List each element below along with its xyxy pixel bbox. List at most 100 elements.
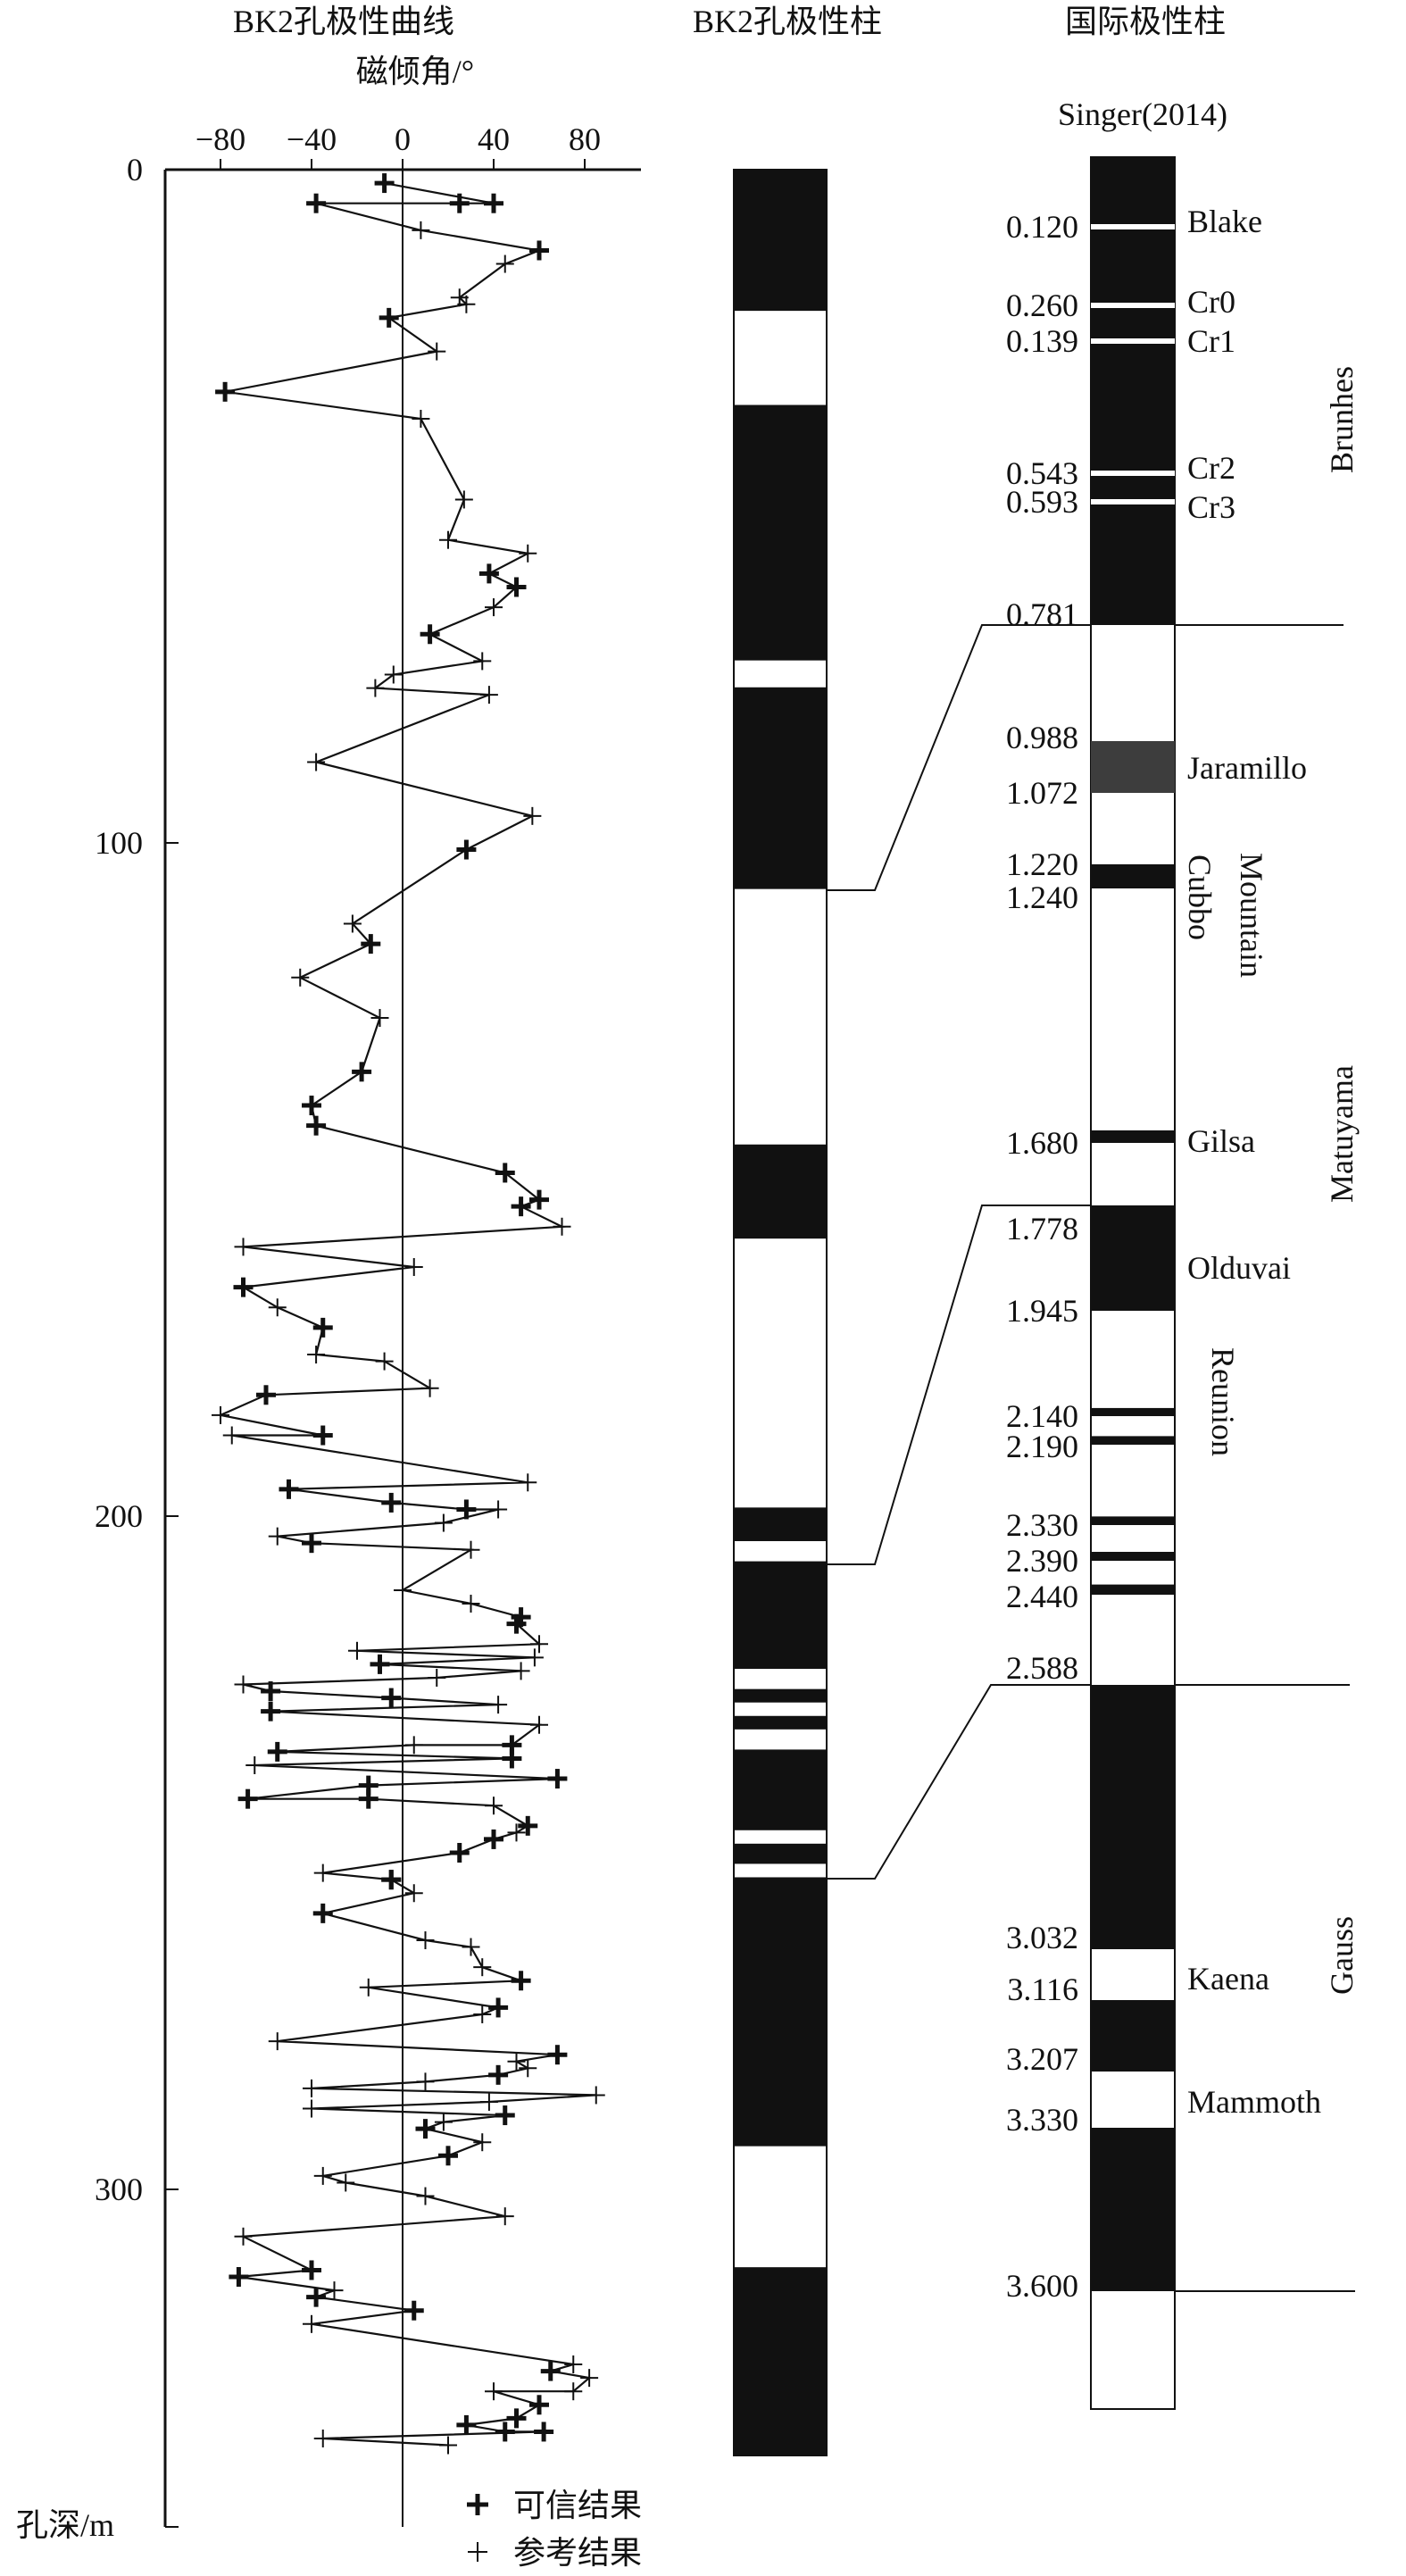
x-tick-label: 40 (478, 121, 510, 157)
reliable-marker (495, 2422, 515, 2442)
reference-marker (343, 914, 362, 933)
gpts-age-label: 1.778 (1006, 1211, 1078, 1246)
gpts-age-label: 3.116 (1007, 1972, 1078, 2007)
reference-marker (457, 295, 476, 313)
reference-marker (489, 1500, 508, 1519)
reference-marker (489, 1696, 508, 1714)
reference-marker (313, 2166, 332, 2185)
reference-marker (404, 1884, 423, 1903)
reference-marker (462, 1595, 480, 1613)
reliable-marker (302, 1533, 321, 1554)
gpts-normal-band (1091, 741, 1175, 793)
gpts-age-label: 2.390 (1006, 1543, 1078, 1579)
bk2-normal-band (734, 1715, 827, 1730)
gpts-age-label: 1.680 (1006, 1125, 1078, 1161)
reference-marker (394, 1580, 412, 1599)
curve-title: BK2孔极性曲线 (233, 4, 454, 39)
gpts-age-label: 0.139 (1006, 323, 1078, 359)
gpts-age-label: 3.032 (1006, 1920, 1078, 1955)
reference-marker (416, 2072, 435, 2091)
reference-marker (348, 1641, 366, 1660)
reference-marker (359, 1978, 378, 1997)
gpts-age-label: 1.240 (1006, 880, 1078, 915)
gpts-age-labels: 0.120 Blake 0.260 Cr0 0.139 Cr1 0.543 Cr2 0.593 C… (1006, 204, 1321, 2304)
reference-marker (485, 598, 503, 617)
reference-marker (370, 1009, 389, 1028)
reference-marker (412, 221, 430, 239)
legend-reference-label: 参考结果 (513, 2535, 642, 2571)
reference-marker (234, 1675, 253, 1694)
bk2-normal-band (734, 1749, 827, 1830)
chron-label-brunhes: Brunhes (1324, 366, 1360, 473)
gpts-age-label: 1.220 (1006, 846, 1078, 882)
reference-marker (564, 2382, 583, 2401)
gpts-event-label: Cr1 (1187, 323, 1235, 359)
correlation-line (827, 624, 1091, 891)
y-tick-group: 0 100 200 300 (95, 152, 179, 2528)
reference-marker (366, 679, 385, 697)
reliable-marker (506, 1613, 527, 1634)
reliable-marker (456, 839, 477, 860)
gpts-age-label: 0.593 (1006, 484, 1078, 520)
gpts-normal-band (1091, 1407, 1175, 1416)
reliable-marker (540, 2361, 561, 2381)
reference-marker (303, 2079, 320, 2097)
reference-marker (428, 342, 446, 361)
reference-marker (485, 2382, 503, 2401)
gpts-normal-band (1091, 1516, 1175, 1525)
reference-marker (580, 2369, 599, 2388)
subchron-label-reunion: Reunion (1205, 1347, 1241, 1456)
reference-marker (416, 2187, 435, 2205)
reliable-marker (381, 1870, 402, 1890)
reference-marker (416, 1931, 435, 1950)
reference-marker (234, 2227, 253, 2246)
bk2-normal-band (734, 1144, 827, 1239)
chron-label-gauss: Gauss (1324, 1916, 1360, 1995)
reference-marker (307, 753, 326, 771)
reference-marker (564, 2355, 583, 2374)
subchron-label-cubbo: Cubbo (1182, 854, 1218, 940)
bk2-normal-band (734, 687, 827, 889)
reference-marker (268, 1298, 287, 1317)
reliable-marker (229, 2267, 249, 2288)
gpts-age-label: 1.072 (1006, 775, 1078, 811)
reliable-marker (506, 2408, 527, 2429)
reference-marker (530, 1715, 548, 1734)
reference-marker (473, 2133, 492, 2152)
reference-marker (473, 2005, 492, 2023)
reliable-marker (529, 1189, 549, 1210)
gpts-source: Singer(2014) (1058, 96, 1227, 132)
reference-marker (268, 2032, 287, 2051)
reference-marker (434, 2113, 453, 2131)
reliable-marker (379, 307, 399, 328)
reference-marker (439, 530, 457, 549)
reference-marker (553, 1217, 571, 1236)
reliable-marker (267, 1741, 287, 1762)
bk2-normal-band (734, 1507, 827, 1541)
reference-marker (523, 806, 542, 825)
data-markers (212, 173, 605, 2455)
reference-marker (462, 1938, 480, 1956)
x-tick-group: −80 −40 0 40 80 (196, 121, 601, 170)
gpts-normal-band (1091, 2128, 1175, 2291)
gpts-age-label: 2.330 (1006, 1507, 1078, 1543)
bk2-normal-band (734, 1843, 827, 1864)
gpts-normal-band (1091, 1205, 1175, 1311)
reliable-marker (456, 2414, 477, 2435)
bk2-normal-band (734, 170, 827, 312)
reliable-marker (495, 1163, 515, 1183)
y-tick-label: 0 (127, 152, 143, 188)
gpts-excursion-line (1091, 303, 1175, 308)
reliable-marker (302, 2260, 321, 2280)
gpts-event-label: Cr3 (1187, 489, 1235, 525)
reference-marker (307, 1346, 326, 1364)
gpts-title: 国际极性柱 (1065, 4, 1226, 39)
reference-marker (268, 1527, 287, 1546)
gpts-event-label: Cr2 (1187, 450, 1235, 486)
reliable-marker (403, 2300, 424, 2321)
gpts-age-label: 0.120 (1006, 209, 1078, 245)
reliable-marker (306, 1115, 327, 1136)
reliable-marker (358, 1788, 379, 1809)
gpts-age-label: 0.988 (1006, 720, 1078, 755)
